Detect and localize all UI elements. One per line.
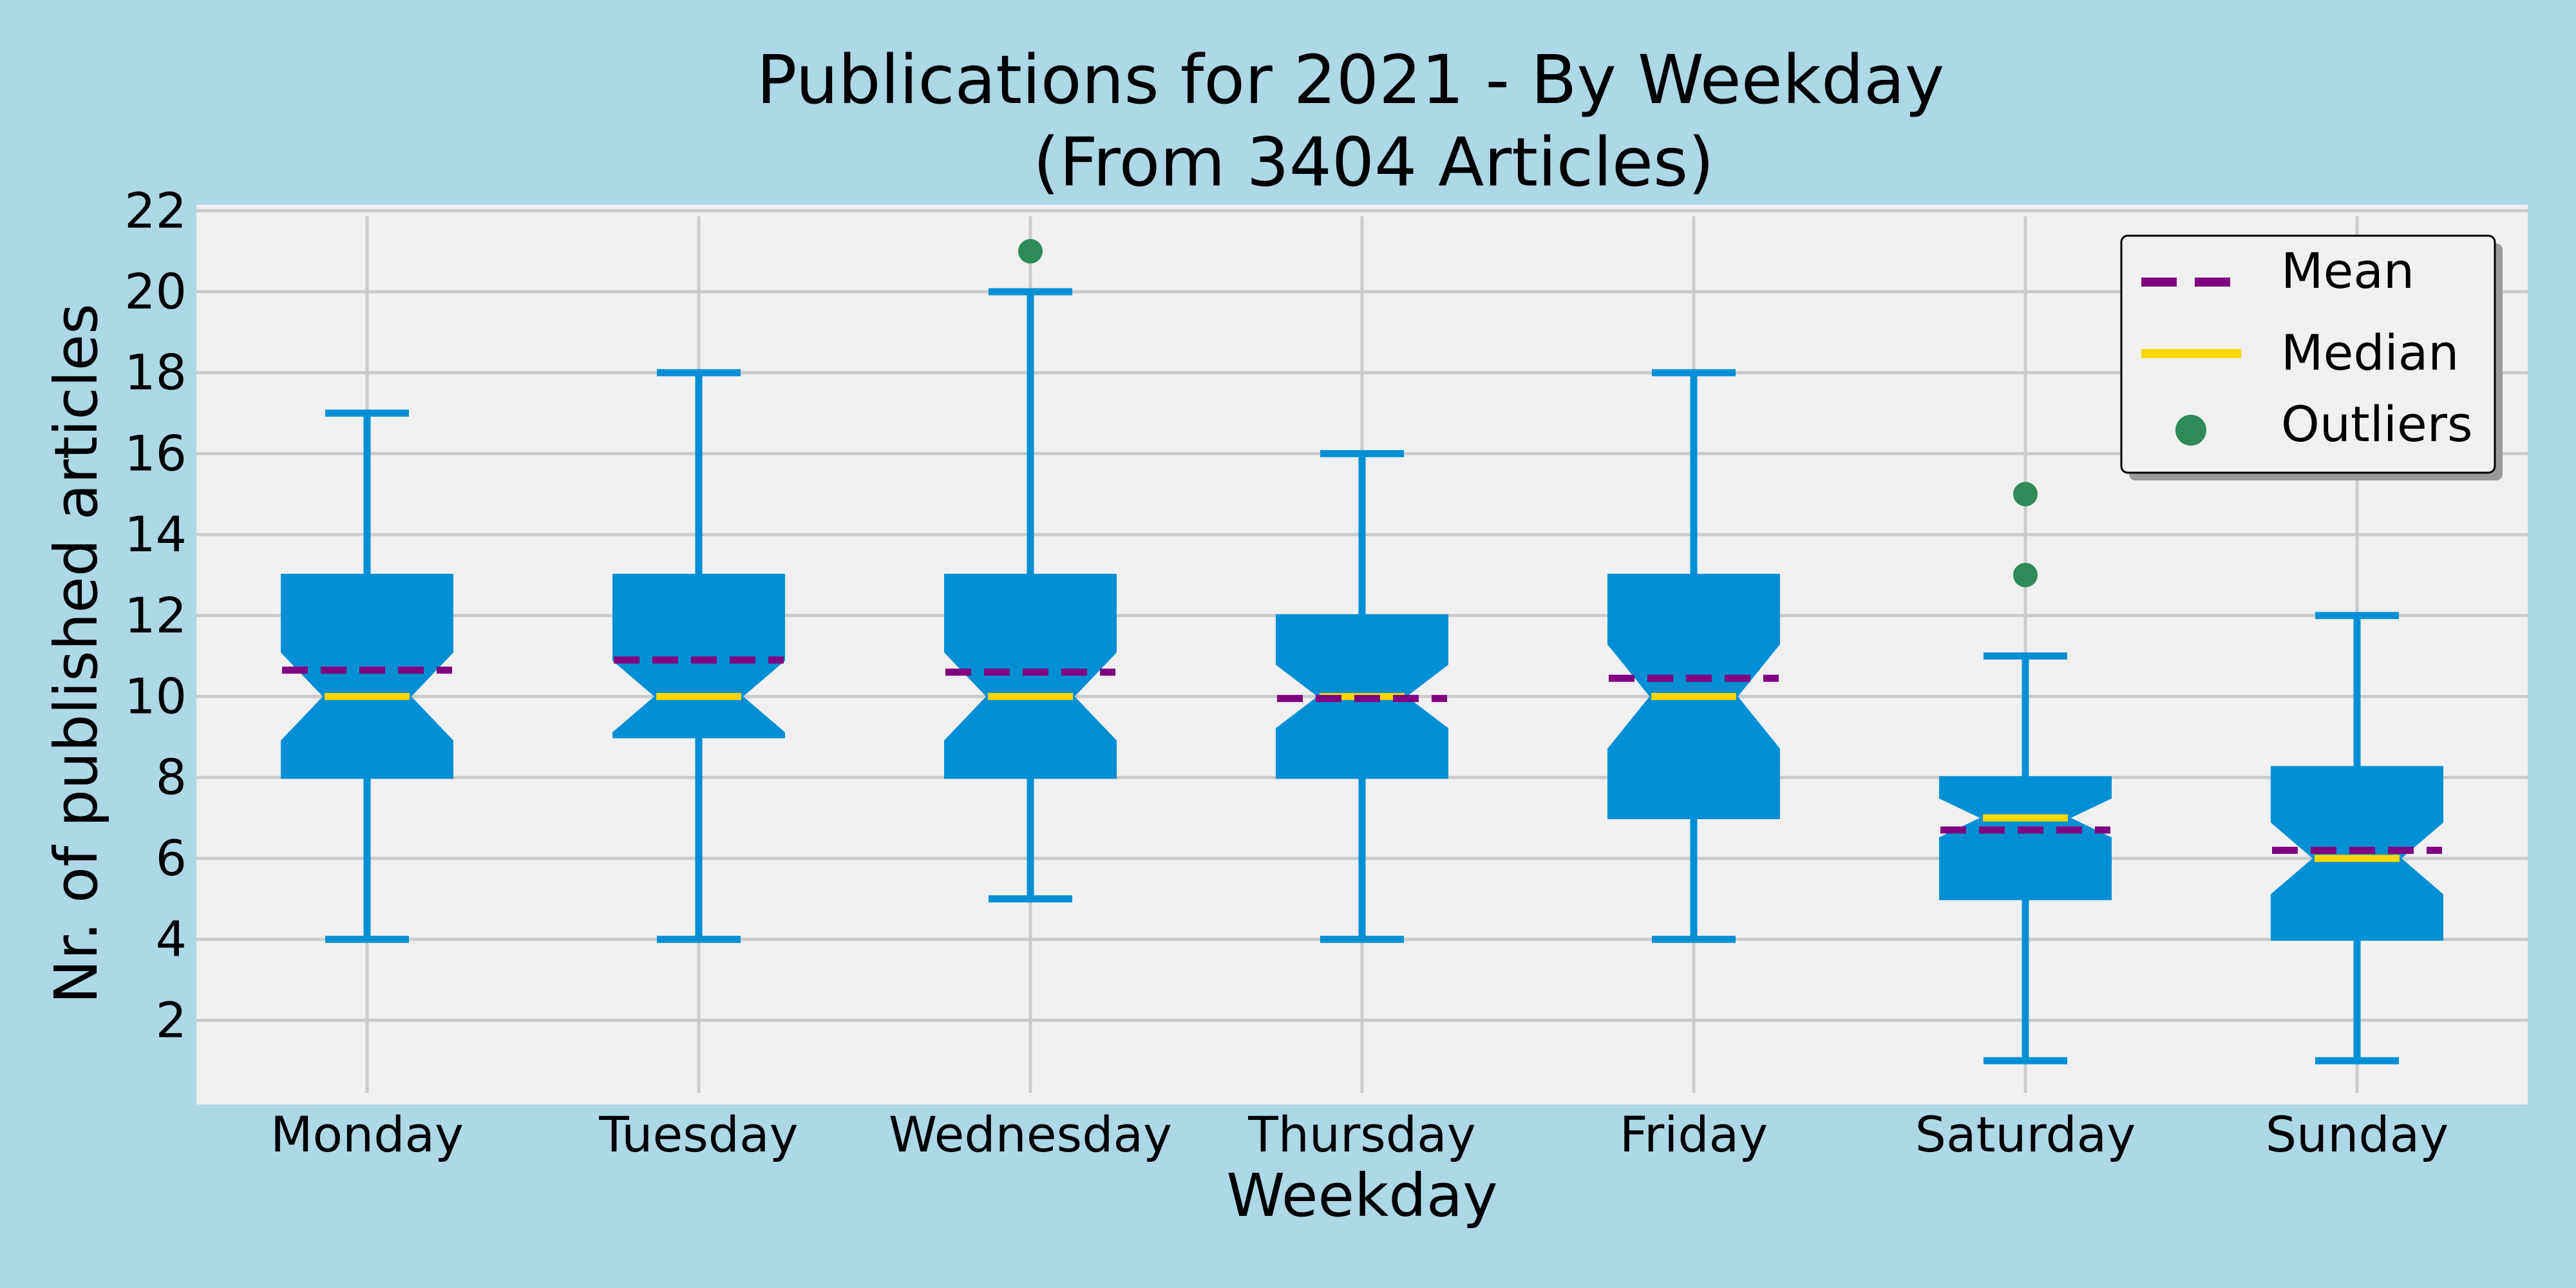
legend-outliers-swatch bbox=[2175, 415, 2206, 446]
y-tick-label: 8 bbox=[156, 748, 187, 806]
legend-median-label: Median bbox=[2281, 324, 2459, 381]
box-body bbox=[612, 573, 785, 739]
x-tick-label: Tuesday bbox=[598, 1106, 798, 1163]
outlier-point bbox=[2013, 562, 2038, 587]
legend-mean-label: Mean bbox=[2281, 242, 2414, 299]
box-tuesday bbox=[612, 369, 785, 943]
legend-box bbox=[2120, 234, 2496, 474]
outlier-point bbox=[2013, 482, 2038, 507]
x-tick-label: Sunday bbox=[2266, 1106, 2448, 1163]
x-tick-label: Saturday bbox=[1915, 1106, 2136, 1163]
y-tick-label: 16 bbox=[124, 424, 187, 482]
x-axis-label: Weekday bbox=[1226, 1161, 1497, 1230]
y-tick-label: 12 bbox=[124, 587, 187, 644]
y-tick-label: 6 bbox=[156, 829, 187, 887]
y-tick-label: 20 bbox=[124, 263, 187, 320]
y-tick-label: 18 bbox=[124, 344, 187, 401]
box-saturday bbox=[1939, 482, 2112, 1065]
box-body bbox=[1939, 776, 2112, 900]
x-tick-label: Wednesday bbox=[889, 1106, 1172, 1163]
legend-outliers-label: Outliers bbox=[2281, 395, 2473, 453]
box-friday bbox=[1607, 369, 1780, 943]
x-tick-label: Thursday bbox=[1247, 1106, 1475, 1163]
x-tick-label: Monday bbox=[270, 1106, 464, 1163]
x-tick-labels: Monday Tuesday Wednesday Thursday Friday Satu… bbox=[270, 1106, 2448, 1163]
x-tick-label: Friday bbox=[1620, 1106, 1768, 1163]
boxes bbox=[281, 239, 2443, 1065]
y-tick-label: 2 bbox=[156, 991, 187, 1048]
y-tick-labels: 2 4 6 8 10 12 14 16 18 20 22 bbox=[124, 182, 187, 1048]
y-axis-label: Nr. of published articles bbox=[42, 303, 111, 1004]
y-tick-label: 10 bbox=[124, 668, 187, 725]
legend: Mean Median Outliers bbox=[2120, 234, 2503, 480]
box-body bbox=[944, 573, 1117, 779]
y-tick-label: 4 bbox=[156, 911, 187, 968]
chart-title-line1: Publications for 2021 - By Weekday bbox=[757, 41, 1945, 119]
box-body bbox=[281, 573, 453, 779]
box-thursday bbox=[1276, 450, 1448, 943]
box-sunday bbox=[2271, 612, 2443, 1065]
y-tick-label: 14 bbox=[124, 506, 187, 563]
box-monday bbox=[281, 410, 453, 943]
chart-title-line2: (From 3404 Articles) bbox=[1033, 123, 1714, 202]
box-wednesday bbox=[944, 239, 1117, 903]
y-tick-label: 22 bbox=[124, 182, 187, 239]
outlier-point bbox=[1018, 239, 1043, 264]
